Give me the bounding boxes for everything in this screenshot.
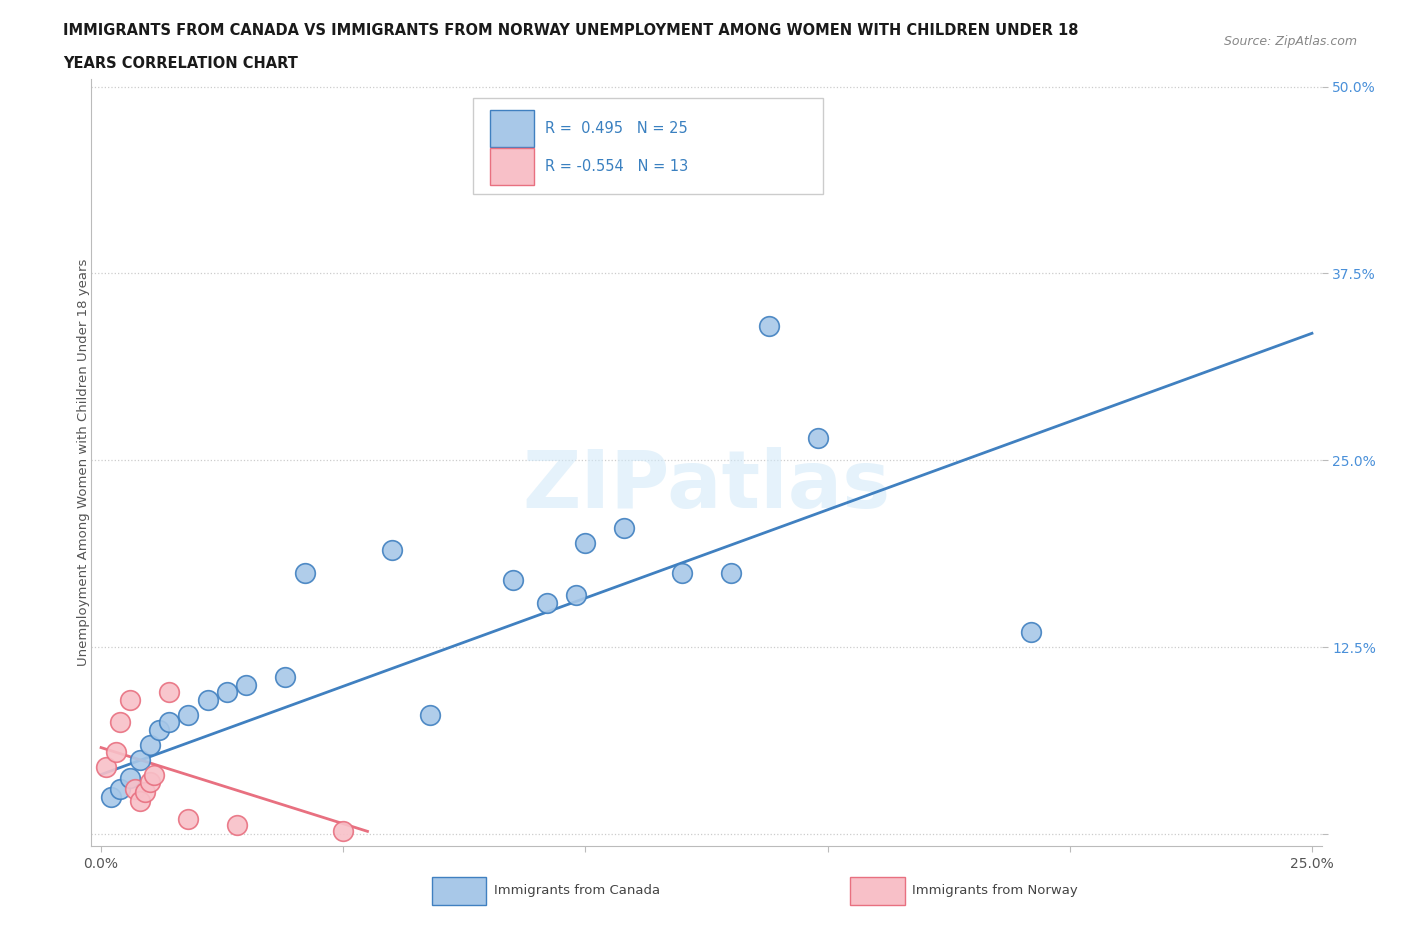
FancyBboxPatch shape xyxy=(489,148,534,185)
Point xyxy=(157,684,180,699)
Point xyxy=(225,817,247,832)
Point xyxy=(758,318,780,333)
Point xyxy=(148,723,170,737)
Point xyxy=(720,565,742,580)
Text: IMMIGRANTS FROM CANADA VS IMMIGRANTS FROM NORWAY UNEMPLOYMENT AMONG WOMEN WITH C: IMMIGRANTS FROM CANADA VS IMMIGRANTS FRO… xyxy=(63,23,1078,38)
Point xyxy=(110,715,132,730)
Point xyxy=(138,775,160,790)
Point xyxy=(1019,625,1042,640)
Point xyxy=(94,760,117,775)
Point xyxy=(128,794,150,809)
Text: R =  0.495   N = 25: R = 0.495 N = 25 xyxy=(546,121,688,136)
FancyBboxPatch shape xyxy=(472,99,824,194)
Point xyxy=(143,767,166,782)
Point xyxy=(157,715,180,730)
Text: YEARS CORRELATION CHART: YEARS CORRELATION CHART xyxy=(63,56,298,71)
Point xyxy=(177,812,200,827)
Point xyxy=(536,595,558,610)
Point xyxy=(110,782,132,797)
Text: Immigrants from Canada: Immigrants from Canada xyxy=(494,884,659,897)
Point xyxy=(177,707,200,722)
Point xyxy=(574,536,596,551)
FancyBboxPatch shape xyxy=(432,877,486,905)
Point xyxy=(100,790,122,804)
Y-axis label: Unemployment Among Women with Children Under 18 years: Unemployment Among Women with Children U… xyxy=(76,259,90,667)
Point xyxy=(235,677,257,692)
Point xyxy=(381,543,404,558)
Point xyxy=(332,824,354,839)
FancyBboxPatch shape xyxy=(851,877,904,905)
Text: R = -0.554   N = 13: R = -0.554 N = 13 xyxy=(546,159,689,174)
Point xyxy=(294,565,316,580)
Point xyxy=(215,684,238,699)
Point xyxy=(124,782,146,797)
FancyBboxPatch shape xyxy=(489,110,534,147)
Point xyxy=(120,692,142,707)
Point xyxy=(128,752,150,767)
Point xyxy=(104,745,127,760)
Text: Source: ZipAtlas.com: Source: ZipAtlas.com xyxy=(1223,35,1357,48)
Text: Immigrants from Norway: Immigrants from Norway xyxy=(912,884,1078,897)
Point xyxy=(197,692,219,707)
Text: ZIPatlas: ZIPatlas xyxy=(523,446,890,525)
Point xyxy=(807,431,830,445)
Point xyxy=(671,565,693,580)
Point xyxy=(120,770,142,785)
Point xyxy=(134,785,156,800)
Point xyxy=(138,737,160,752)
Point xyxy=(613,520,636,535)
Point xyxy=(502,573,524,588)
Point xyxy=(564,588,586,603)
Point xyxy=(419,707,441,722)
Point xyxy=(274,670,297,684)
